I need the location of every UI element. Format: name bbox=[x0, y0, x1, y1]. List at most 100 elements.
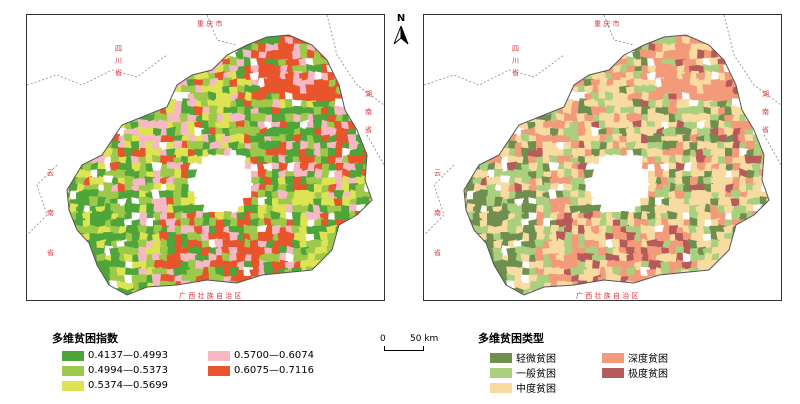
county-cell bbox=[557, 71, 568, 81]
county-cell bbox=[753, 64, 762, 75]
county-cell bbox=[348, 288, 360, 295]
county-cell bbox=[293, 176, 302, 186]
county-cell bbox=[153, 170, 162, 179]
county-cell bbox=[103, 58, 113, 67]
county-cell bbox=[739, 268, 749, 277]
county-cell bbox=[536, 35, 545, 39]
county-cell bbox=[123, 100, 136, 110]
county-cell bbox=[167, 112, 176, 124]
county-cell bbox=[536, 71, 545, 81]
county-cell bbox=[508, 191, 517, 201]
county-cell bbox=[355, 71, 365, 81]
county-cell bbox=[464, 147, 468, 158]
county-cell bbox=[97, 281, 107, 293]
county-cell bbox=[724, 266, 734, 278]
county-cell bbox=[662, 224, 671, 235]
label-guangxi: 广 西 壮 族 自 治 区 bbox=[576, 292, 639, 300]
county-cell bbox=[746, 259, 755, 270]
county-cell bbox=[597, 50, 610, 62]
county-cell bbox=[124, 35, 134, 48]
county-cell bbox=[314, 192, 323, 201]
county-cell bbox=[487, 225, 497, 236]
county-cell bbox=[633, 58, 643, 67]
county-cell bbox=[265, 275, 276, 284]
county-cell bbox=[542, 71, 552, 83]
county-cell bbox=[90, 267, 99, 277]
county-cell bbox=[542, 35, 552, 39]
county-cell bbox=[291, 238, 302, 249]
county-cell bbox=[563, 70, 573, 82]
county-cell bbox=[186, 35, 198, 40]
county-cell bbox=[732, 59, 743, 67]
county-cell bbox=[478, 112, 491, 123]
county-cell bbox=[592, 259, 601, 270]
county-cell bbox=[646, 71, 657, 81]
county-cell bbox=[67, 70, 78, 83]
county-cell bbox=[480, 84, 489, 97]
county-cell bbox=[74, 288, 86, 295]
county-cell bbox=[669, 225, 678, 235]
county-cell bbox=[466, 133, 475, 144]
county-cell bbox=[139, 50, 148, 62]
county-cell bbox=[648, 259, 658, 271]
county-cell bbox=[752, 225, 762, 236]
county-cell bbox=[760, 204, 769, 215]
county-cell bbox=[342, 43, 351, 54]
county-cell bbox=[214, 197, 225, 207]
county-cell bbox=[201, 224, 211, 235]
county-cell bbox=[305, 176, 316, 186]
county-cell bbox=[362, 266, 372, 277]
county-cell bbox=[745, 98, 755, 110]
county-cell bbox=[174, 224, 183, 236]
label-chongqing: 重 庆 市 bbox=[197, 20, 223, 28]
county-cell bbox=[67, 233, 71, 243]
county-cell bbox=[370, 233, 372, 243]
county-cell bbox=[369, 73, 372, 81]
county-cell bbox=[746, 49, 755, 60]
county-cell bbox=[265, 43, 274, 53]
county-cell bbox=[165, 281, 176, 292]
county-cell bbox=[522, 86, 532, 95]
county-cell bbox=[522, 246, 531, 256]
county-cell bbox=[76, 267, 86, 277]
county-cell bbox=[349, 105, 360, 117]
county-cell bbox=[571, 224, 580, 236]
county-cell bbox=[688, 238, 699, 249]
county-cell bbox=[746, 253, 757, 264]
county-cell bbox=[654, 240, 664, 249]
county-cell bbox=[67, 211, 72, 221]
county-cell bbox=[613, 63, 623, 74]
county-cell bbox=[487, 57, 496, 68]
county-cell bbox=[250, 35, 262, 40]
north-arrow: N bbox=[391, 14, 411, 50]
county-cell bbox=[291, 267, 303, 279]
legend-swatch bbox=[62, 380, 84, 391]
county-cell bbox=[690, 176, 699, 186]
county-cell bbox=[704, 252, 713, 263]
county-cell bbox=[592, 35, 602, 47]
county-cell bbox=[543, 84, 552, 95]
county-cell bbox=[96, 36, 108, 48]
county-cell bbox=[479, 42, 491, 55]
county-cell bbox=[766, 73, 769, 81]
county-cell bbox=[292, 217, 302, 228]
county-cell bbox=[355, 253, 365, 264]
county-cell bbox=[766, 51, 769, 60]
county-cell bbox=[522, 232, 531, 243]
county-cell bbox=[751, 112, 762, 124]
county-cell bbox=[340, 246, 351, 257]
county-cell bbox=[69, 231, 79, 242]
county-cell bbox=[67, 120, 79, 131]
county-cell bbox=[737, 238, 748, 249]
county-cell bbox=[83, 84, 92, 97]
county-cell bbox=[464, 70, 475, 83]
county-cell bbox=[746, 78, 756, 89]
county-cell bbox=[647, 217, 657, 228]
county-cell bbox=[215, 168, 226, 179]
legend-item-index: 0.5700—0.6074 bbox=[208, 350, 314, 361]
county-cell bbox=[562, 57, 574, 67]
county-cell bbox=[676, 273, 686, 284]
county-cell bbox=[464, 239, 469, 250]
county-cell bbox=[711, 37, 720, 47]
county-cell bbox=[326, 126, 339, 137]
